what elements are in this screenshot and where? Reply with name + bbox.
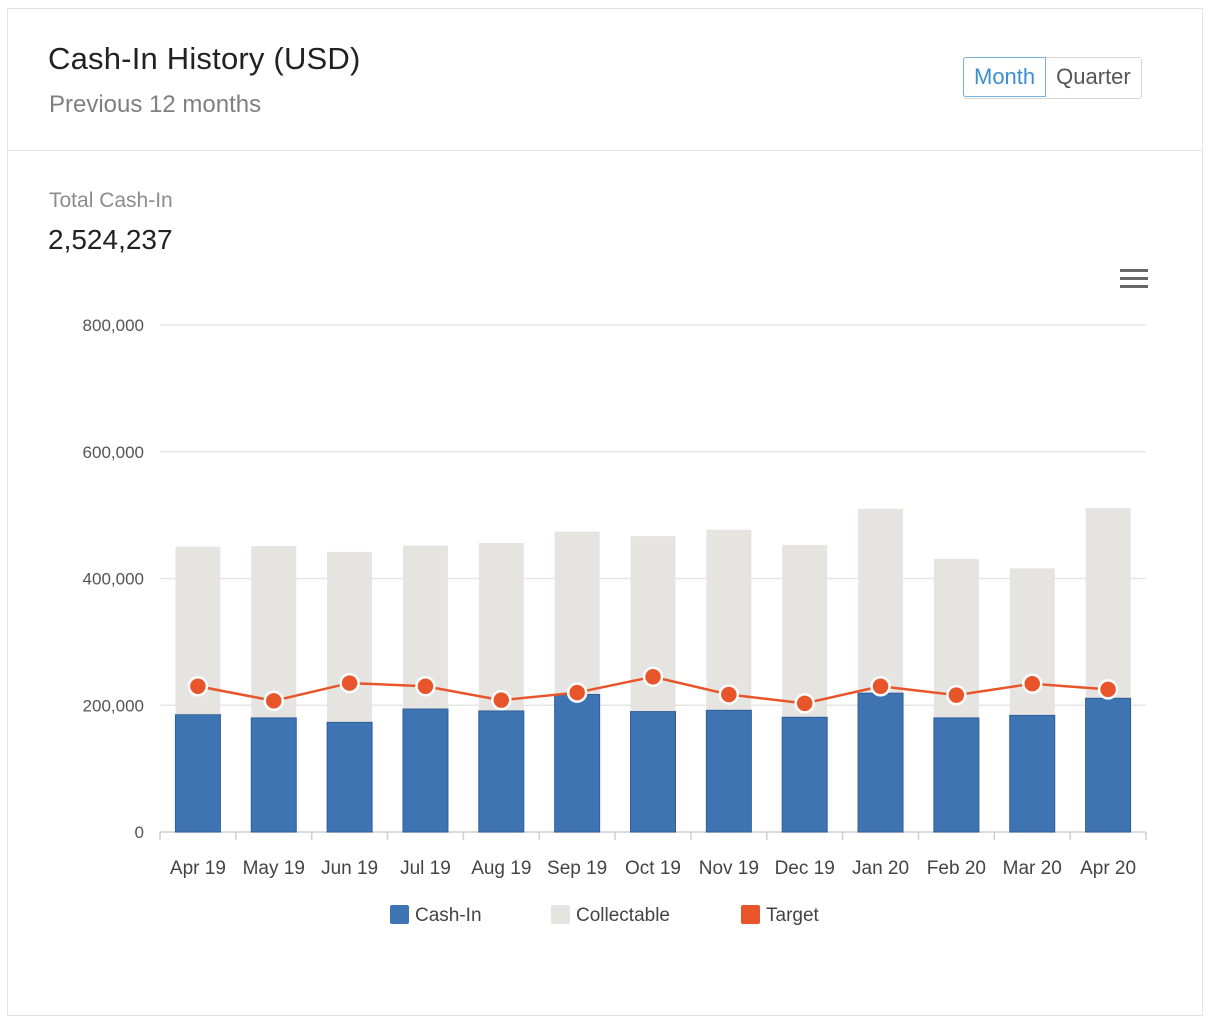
hamburger-menu-icon[interactable]: [1120, 269, 1148, 291]
legend-label: Cash-In: [415, 905, 482, 926]
x-tick-label: Apr 20: [1080, 858, 1136, 879]
target-point: [415, 675, 436, 697]
period-toggle: Month Quarter: [963, 57, 1142, 99]
x-tick-label: Apr 19: [170, 858, 226, 879]
total-cash-in-label: Total Cash-In: [49, 189, 173, 212]
x-tick-label: Feb 20: [927, 858, 986, 879]
legend-label: Target: [766, 905, 820, 926]
x-tick-label: Jun 19: [321, 858, 378, 879]
cash-in-bar: [326, 721, 373, 833]
y-tick-label: 400,000: [83, 570, 144, 589]
y-tick-label: 200,000: [83, 696, 144, 715]
y-tick-label: 800,000: [83, 316, 144, 335]
target-point: [1097, 679, 1119, 700]
x-tick-label: Jan 20: [852, 858, 909, 879]
target-point: [794, 693, 815, 714]
target-point: [1021, 673, 1043, 694]
target-point: [491, 689, 512, 711]
cash-in-bar: [1009, 714, 1056, 833]
cash-in-bar: [781, 716, 828, 833]
target-point: [263, 690, 285, 712]
target-point: [566, 682, 588, 703]
legend-label: Collectable: [576, 905, 670, 926]
cash-in-bar: [933, 717, 980, 833]
cash-in-card: Cash-In History (USD) Previous 12 months…: [7, 8, 1203, 1016]
cash-in-bar: [478, 710, 525, 833]
cash-in-bar: [705, 709, 752, 833]
y-tick-label: 600,000: [83, 443, 144, 462]
x-tick-label: Mar 20: [1003, 858, 1062, 879]
x-tick-label: Jul 19: [400, 858, 451, 879]
target-point: [870, 675, 891, 697]
legend-swatch: [741, 905, 760, 924]
cash-in-bar: [857, 692, 904, 833]
cash-in-bar: [174, 714, 221, 833]
page-title: Cash-In History (USD): [48, 41, 361, 76]
x-tick-label: Dec 19: [775, 858, 835, 879]
x-tick-label: May 19: [243, 858, 305, 879]
total-cash-in-value: 2,524,237: [48, 224, 173, 255]
target-point: [339, 672, 360, 694]
card-header: Cash-In History (USD) Previous 12 months…: [8, 9, 1202, 151]
cash-in-bar: [250, 717, 297, 833]
page-subtitle: Previous 12 months: [49, 91, 262, 118]
x-tick-label: Oct 19: [625, 858, 681, 879]
cash-in-bar: [1085, 697, 1132, 833]
x-tick-label: Nov 19: [699, 858, 759, 879]
target-point: [946, 684, 967, 706]
target-point: [642, 666, 664, 687]
x-tick-label: Sep 19: [547, 858, 607, 879]
cash-in-bar: [554, 693, 601, 833]
legend-swatch: [551, 905, 570, 924]
month-button[interactable]: Month: [963, 57, 1047, 97]
quarter-button[interactable]: Quarter: [1046, 58, 1141, 96]
cash-in-bar: [402, 708, 449, 833]
target-point: [718, 684, 740, 705]
legend-swatch: [390, 905, 409, 924]
target-point: [187, 675, 209, 697]
cash-in-bar: [630, 711, 676, 833]
x-tick-label: Aug 19: [471, 858, 531, 879]
y-tick-label: 0: [135, 823, 144, 842]
